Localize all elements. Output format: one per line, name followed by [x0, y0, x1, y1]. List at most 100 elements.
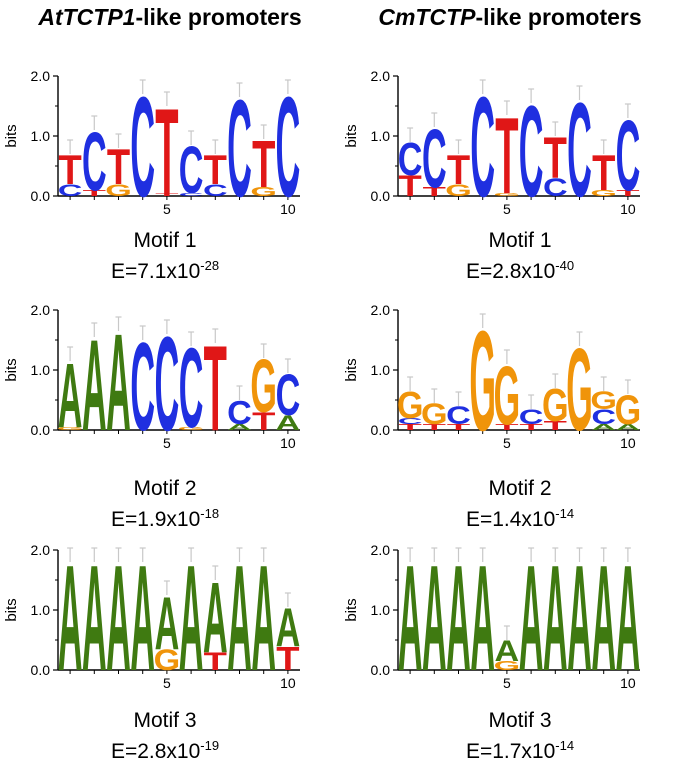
x-tick-label: 5 — [503, 201, 511, 217]
motif-label: Motif 3 — [133, 709, 197, 732]
error-bar — [624, 103, 631, 118]
error-bar — [407, 547, 414, 562]
y-tick-label: 2.0 — [31, 302, 51, 318]
logo-letter-G: G — [590, 189, 617, 198]
logo-panel: 0.0 1.0 2.0 bits 5 10 T C G T G T C G T G T C T G G A C G A G — [340, 302, 680, 452]
logo-letter-G: G — [178, 426, 205, 431]
logo-letter-A: A — [82, 542, 107, 692]
motif-evalue: E=2.8x10-19 — [110, 738, 220, 763]
error-bar — [407, 376, 414, 391]
y-axis-label: bits — [343, 124, 360, 147]
logo-letter-T: T — [495, 422, 518, 431]
logo-letter-A: A — [227, 423, 252, 432]
logo-letter-T: T — [519, 422, 542, 431]
y-axis-label: bits — [3, 598, 20, 621]
logo-letter-T: T — [616, 188, 639, 197]
error-bar — [552, 547, 559, 562]
y-tick-label: 0.0 — [31, 662, 51, 678]
x-tick-label: 5 — [163, 201, 171, 217]
error-bar — [115, 316, 122, 331]
error-bar — [91, 115, 98, 130]
error-bar — [139, 325, 146, 340]
error-bar — [503, 100, 510, 115]
motif-label: Motif 3 — [488, 709, 552, 732]
x-tick-label: 10 — [620, 435, 636, 451]
error-bar — [455, 139, 462, 154]
y-axis-label: bits — [343, 358, 360, 381]
y-tick-label: 0.0 — [371, 188, 391, 204]
logo-letter-T: T — [447, 422, 470, 431]
error-bar — [284, 592, 291, 607]
x-tick-label: 10 — [280, 675, 296, 691]
motif-caption: Motif 1 E=2.8x10-40 — [390, 228, 650, 284]
error-bar — [91, 322, 98, 337]
motif-evalue: E=2.8x10-40 — [465, 258, 575, 283]
error-bar — [212, 139, 219, 154]
motif-evalue: E=1.4x10-14 — [465, 506, 575, 531]
logo-letter-C: C — [179, 192, 204, 197]
logo-letter-A: A — [543, 542, 568, 692]
error-bar — [188, 331, 195, 346]
motif-caption: Motif 3 E=2.8x10-19 — [35, 708, 295, 764]
error-bar — [188, 130, 195, 145]
logo-letter-T: T — [252, 127, 275, 202]
motif-evalue: E=1.7x10-14 — [465, 738, 575, 763]
logo-letter-C: C — [58, 181, 83, 200]
error-bar — [260, 547, 267, 562]
logo-letter-G: G — [494, 659, 521, 673]
error-bar — [479, 547, 486, 562]
logo-letter-T: T — [398, 170, 422, 203]
y-axis-label: bits — [3, 124, 20, 147]
error-bar — [407, 127, 414, 142]
y-tick-label: 1.0 — [31, 128, 51, 144]
error-bar — [600, 376, 607, 391]
error-bar — [528, 88, 535, 103]
motif-evalue: E=1.9x10-18 — [110, 506, 220, 531]
error-bar — [163, 580, 170, 595]
error-bar — [139, 547, 146, 562]
logo-letter-G: G — [57, 426, 84, 431]
logo-panel: 0.0 1.0 2.0 bits 5 10 C T T C G T C T T C C C T C G T C — [0, 68, 340, 218]
error-bar — [115, 133, 122, 148]
error-bar — [260, 124, 267, 139]
logo-letter-A: A — [227, 542, 252, 692]
logo-panel: 0.0 1.0 2.0 bits 5 10 A A A A G A A A A A A — [340, 542, 680, 692]
logo-letter-G: G — [566, 325, 593, 452]
logo-letter-T: T — [276, 640, 299, 677]
logo-letter-C: C — [543, 174, 568, 202]
y-tick-label: 2.0 — [31, 68, 51, 84]
logo-letter-T: T — [155, 84, 178, 218]
logo-letter-C: C — [179, 134, 204, 208]
error-bar — [528, 547, 535, 562]
error-bar — [163, 91, 170, 106]
error-bar — [236, 82, 243, 97]
logo-letter-C: C — [276, 364, 301, 429]
logo-letter-A: A — [251, 542, 276, 692]
logo-letter-T: T — [58, 147, 82, 193]
logo-letter-G: G — [494, 192, 521, 197]
error-bar — [212, 328, 219, 343]
error-bar — [67, 139, 74, 154]
logo-panel: 0.0 1.0 2.0 bits 5 10 T C T C G T C G T C C T C G T T C — [340, 68, 680, 218]
motif-caption: Motif 2 E=1.9x10-18 — [35, 476, 295, 532]
x-tick-label: 10 — [620, 675, 636, 691]
y-tick-label: 1.0 — [371, 128, 391, 144]
logo-letter-A: A — [567, 542, 592, 692]
logo-letter-C: C — [446, 402, 471, 430]
x-tick-label: 5 — [163, 675, 171, 691]
logo-letter-T: T — [447, 147, 471, 193]
y-tick-label: 2.0 — [31, 542, 51, 558]
x-tick-label: 5 — [503, 675, 511, 691]
logo-letter-A: A — [106, 542, 131, 692]
logo-letter-A: A — [470, 542, 495, 692]
logo-letter-G: G — [590, 387, 617, 415]
header-left-rest: -like promoters — [135, 4, 302, 30]
logo-panel: 0.0 1.0 2.0 bits 5 10 G A A A C C G C T A C T G A C — [0, 302, 340, 452]
logo-letter-T: T — [107, 140, 130, 195]
motif-label: Motif 2 — [488, 477, 552, 500]
logo-letter-A: A — [130, 542, 155, 692]
logo-letter-A: A — [422, 542, 447, 692]
logo-letter-G: G — [154, 643, 181, 676]
